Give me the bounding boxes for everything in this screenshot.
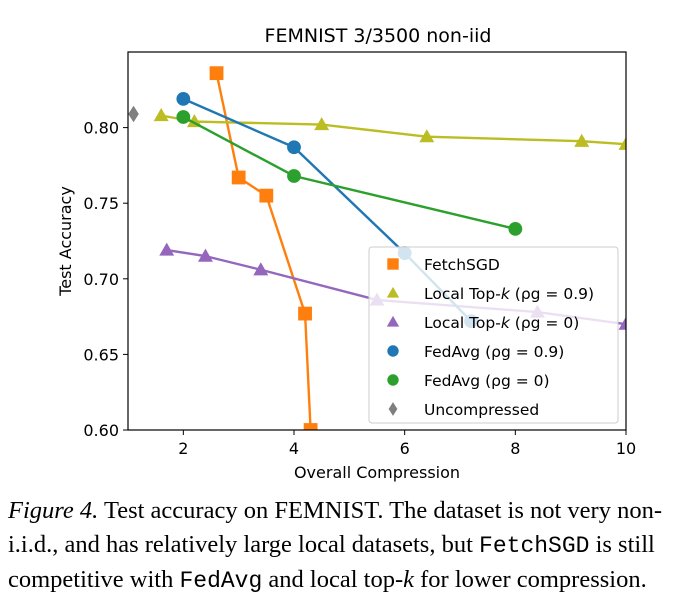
caption-code-fetchsgd: FetchSGD	[479, 533, 590, 559]
legend-entry: Local Top-k (ρg = 0.9)	[386, 285, 594, 303]
legend-marker	[386, 286, 400, 298]
legend-marker	[387, 258, 399, 270]
axes: 2 4 6 8 10 0.60 0.65 0.70 0.75 0.80	[83, 119, 636, 458]
data-point	[287, 169, 301, 183]
legend-label: FetchSGD	[424, 256, 500, 274]
data-point	[314, 117, 330, 131]
series-5	[128, 105, 139, 123]
y-tick-label: 0.65	[83, 345, 119, 364]
caption-var-k: k	[403, 566, 414, 593]
x-tick-label: 2	[178, 439, 188, 458]
series-layer	[128, 66, 626, 430]
legend-label: FedAvg (ρg = 0)	[424, 372, 550, 390]
data-point	[298, 306, 312, 321]
legend-entry: Uncompressed	[388, 401, 539, 419]
caption-text-4: for lower compression.	[414, 566, 647, 593]
legend: FetchSGD Local Top-k (ρg = 0.9) Local Top-…	[368, 246, 619, 424]
caption-text-1: Test accuracy on FEMNIST. The dataset is…	[8, 497, 662, 558]
chart: FEMNIST 3/3500 non-iid 2 4 6 8 10 0.60 0.65 0.7…	[56, 25, 636, 482]
legend-marker	[388, 402, 398, 416]
series-4	[176, 110, 523, 236]
data-point	[618, 136, 626, 150]
data-point	[259, 188, 274, 203]
series-line	[215, 72, 312, 430]
x-axis-label: Overall Compression	[294, 463, 460, 482]
data-point	[419, 129, 435, 143]
data-point	[574, 133, 590, 147]
legend-marker	[387, 345, 399, 357]
data-point	[303, 423, 318, 430]
legend-entry: FedAvg (ρg = 0)	[387, 372, 550, 390]
caption-text-3: and local top-	[262, 566, 404, 593]
caption-code-fedavg: FedAvg	[179, 568, 263, 594]
y-axis-label: Test Accuracy	[56, 186, 75, 297]
x-tick-label: 8	[510, 439, 520, 458]
legend-box	[368, 246, 619, 424]
data-point	[209, 66, 224, 81]
caption-text-2: is still competitive with	[8, 531, 655, 593]
data-point	[618, 316, 626, 330]
plot-frame	[127, 51, 627, 431]
legend-label: Local Top-k (ρg = 0.9)	[424, 285, 594, 303]
legend-label: FedAvg (ρg = 0.9)	[424, 343, 564, 361]
data-point	[253, 262, 269, 276]
legend-label: Local Top-k (ρg = 0)	[424, 314, 579, 332]
y-tick-label: 0.75	[83, 194, 119, 213]
data-point	[197, 248, 213, 262]
figure-caption: Figure 4. Test accuracy on FEMNIST. The …	[8, 494, 696, 598]
figure-label: Figure 4.	[8, 497, 99, 524]
data-point	[176, 91, 191, 106]
data-point	[159, 242, 175, 256]
y-tick-label: 0.70	[83, 270, 119, 289]
chart-title: FEMNIST 3/3500 non-iid	[265, 25, 492, 47]
data-point	[231, 170, 246, 185]
y-tick-label: 0.60	[83, 421, 119, 440]
data-point	[508, 222, 523, 236]
x-tick-label: 10	[616, 439, 636, 458]
x-tick-label: 4	[289, 439, 299, 458]
legend-marker	[387, 374, 399, 386]
legend-entry: Local Top-k (ρg = 0)	[386, 314, 579, 332]
data-point	[287, 140, 301, 155]
y-tick-label: 0.80	[83, 119, 119, 138]
data-point	[153, 108, 169, 122]
legend-entry: FedAvg (ρg = 0.9)	[387, 343, 564, 361]
data-point	[176, 110, 191, 124]
legend-entry: FetchSGD	[387, 256, 500, 274]
legend-label: Uncompressed	[424, 401, 539, 419]
data-point	[128, 105, 139, 123]
legend-marker	[386, 315, 400, 327]
x-tick-label: 6	[400, 439, 410, 458]
